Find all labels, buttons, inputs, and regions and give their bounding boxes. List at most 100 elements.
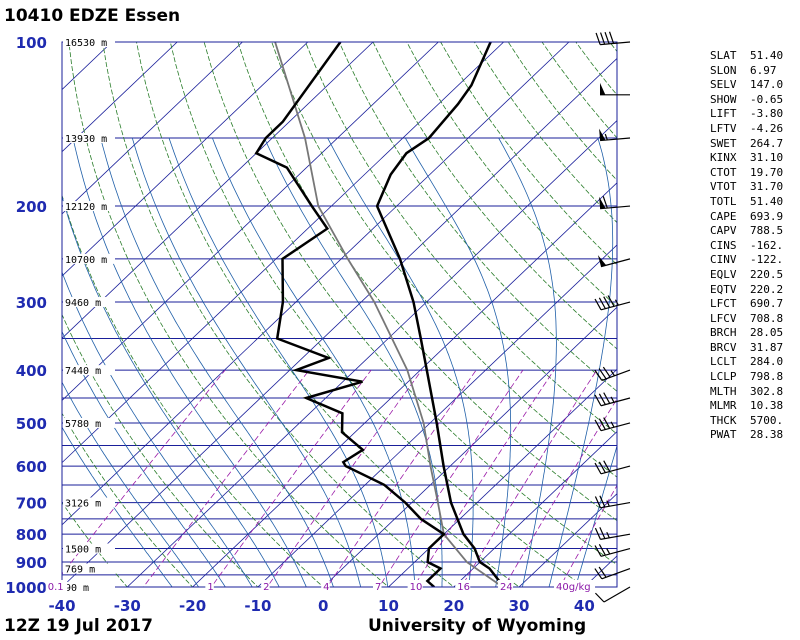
pressure-label: 900 [16, 554, 47, 572]
mixing-ratio-label: 4 [323, 582, 329, 593]
mixing-ratio-line [266, 369, 423, 587]
wind-barb-staff [600, 41, 631, 46]
index-key: CAPE [710, 209, 737, 223]
index-key: CINV [710, 253, 737, 267]
wind-barb-full [598, 566, 607, 578]
wind-barb-full [598, 368, 607, 380]
wind-barb-full [599, 32, 606, 45]
wind-barb [594, 586, 631, 603]
isotherm [0, 42, 47, 599]
height-label-bg [63, 253, 115, 264]
index-key: EQLV [710, 267, 737, 281]
isotherm [62, 42, 504, 464]
index-value: 147.0 [750, 78, 784, 92]
dry-adiabat [62, 313, 259, 587]
isotherm [62, 42, 570, 526]
wind-barb-half [606, 531, 610, 539]
index-key: CINS [710, 238, 737, 252]
mixing-ratio-label: 1 [207, 582, 213, 593]
wind-barb-staff [600, 465, 631, 475]
mixing-ratio-line [503, 398, 617, 587]
index-key: BRCV [710, 340, 737, 354]
index-row: VTOT 31.70 [710, 180, 783, 195]
isotherm [192, 182, 617, 587]
index-key: SWET [710, 136, 737, 150]
mixing-ratio-label: 16 [457, 582, 470, 593]
moist-adiabat [131, 137, 362, 587]
dewpoint-trace [254, 42, 446, 587]
index-row: LIFT -3.80 [710, 107, 783, 122]
index-value: -4.26 [750, 121, 784, 135]
x-tick-label: 10 [378, 597, 399, 615]
moist-adiabat [404, 137, 512, 587]
wind-barb-full [594, 496, 602, 509]
height-label: 1500 m [65, 545, 101, 556]
moist-adiabat [548, 137, 614, 587]
index-row: BRCH 28.05 [710, 326, 783, 341]
isotherm [62, 42, 309, 277]
mixing-ratio-label-bg [455, 580, 471, 592]
x-tick-label: 0 [318, 597, 328, 615]
index-key: LFTV [710, 121, 737, 135]
mixing-ratio-line [460, 369, 598, 587]
wind-barb-half [614, 299, 619, 306]
mixing-ratio-line [142, 369, 310, 587]
index-row: SWET 264.7 [710, 137, 783, 152]
index-row: CINV -122. [710, 253, 783, 268]
mixing-ratio-label-bg [498, 580, 514, 592]
mixing-ratio-label: 10 [410, 582, 423, 593]
index-key: SHOW [710, 92, 737, 106]
index-row: LFCV 708.8 [710, 312, 783, 327]
wind-barb-flag [600, 82, 606, 95]
height-label-bg [63, 582, 115, 592]
pressure-label: 1000 [5, 579, 47, 597]
wind-barb-staff [600, 533, 631, 540]
moist-adiabat [62, 426, 173, 587]
index-row: LCLT 284.0 [710, 355, 783, 370]
isotherm [62, 42, 243, 215]
x-tick-label: -20 [179, 597, 206, 615]
wind-barb-staff [601, 567, 631, 580]
wind-barb-half [610, 396, 615, 403]
index-row: CTOT 19.70 [710, 166, 783, 181]
dry-adiabat [203, 42, 617, 566]
mixing-ratio-line [378, 369, 524, 587]
index-value: 708.8 [750, 311, 784, 325]
moist-adiabat [212, 137, 416, 587]
wind-barb-full [594, 419, 602, 431]
index-value: 19.70 [750, 165, 784, 179]
moist-adiabat [62, 330, 226, 587]
index-value: 5700. [750, 413, 784, 427]
wind-barb-full [599, 495, 606, 508]
mixing-ratio-label-bg [321, 580, 330, 592]
wind-barb-full [594, 298, 602, 311]
wind-barb-full [604, 31, 610, 45]
wind-barb-staff [600, 422, 631, 432]
index-value: 31.87 [750, 340, 784, 354]
mixing-ratio-label-bg [554, 580, 596, 592]
pressure-label: 400 [16, 362, 47, 380]
mixing-ratio-label-bg [261, 580, 270, 592]
mixing-ratio-label: 7 [375, 582, 381, 593]
wind-barb-half [610, 421, 615, 428]
index-value: 690.7 [750, 297, 784, 311]
index-value: -0.65 [750, 92, 784, 106]
mixing-ratio-line [413, 369, 555, 587]
wind-barb-staff [600, 547, 631, 557]
height-label: 90 m [65, 583, 89, 594]
height-label-bg [63, 297, 115, 308]
wind-barb-full [594, 394, 602, 407]
wind-barb-half [604, 133, 608, 141]
x-tick-label: 30 [509, 597, 530, 615]
x-tick-label: -40 [48, 597, 75, 615]
index-value: 264.7 [750, 136, 784, 150]
index-row: MLMR 10.38 [710, 399, 783, 414]
moist-adiabat [498, 137, 557, 587]
wind-barb-full [602, 366, 611, 378]
wind-barb-staff [601, 369, 631, 381]
dry-adiabat [68, 42, 390, 587]
height-label-bg [63, 543, 115, 554]
wind-barb-flag [597, 255, 607, 267]
moist-adiabat [168, 137, 389, 587]
index-value: -122. [750, 253, 784, 267]
